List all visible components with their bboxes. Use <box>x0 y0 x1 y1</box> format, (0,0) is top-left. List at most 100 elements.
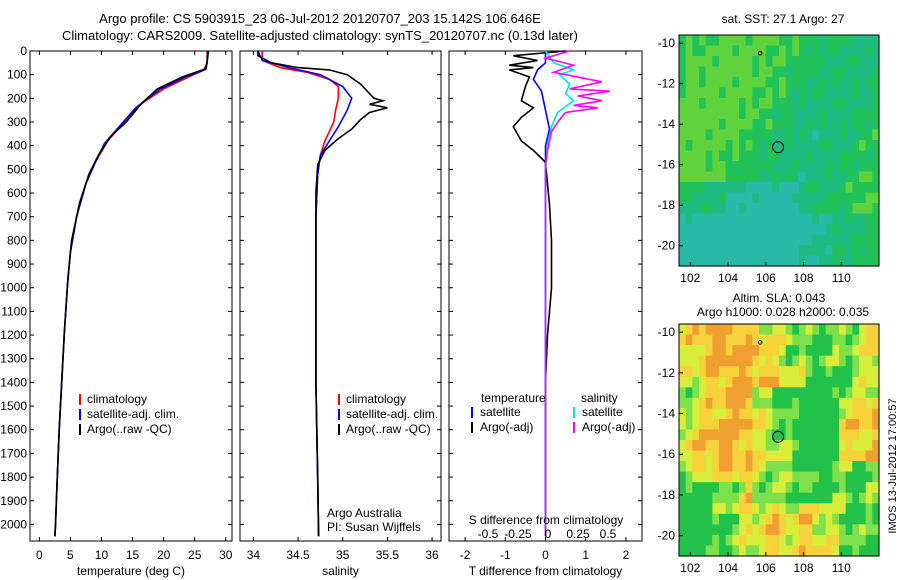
sst-map-cell <box>772 119 780 131</box>
sst-map-cell <box>719 234 727 246</box>
sst-map-cell <box>852 192 860 204</box>
sst-map-cell <box>845 234 853 246</box>
sla-map-cell <box>859 397 867 409</box>
sla-map-cell <box>819 376 827 388</box>
sst-map-cell <box>845 150 853 162</box>
sst-map-cell <box>799 255 807 267</box>
sst-map-cell <box>739 161 747 173</box>
sst-map-cell <box>712 234 720 246</box>
sla-map-cell <box>745 366 753 378</box>
sla-map-cell <box>725 418 733 431</box>
sla-map-cell <box>712 408 720 420</box>
sla-map-cell <box>692 492 700 504</box>
sst-map-xtick-label: 104 <box>718 271 738 285</box>
sla-map-cell <box>779 366 787 378</box>
sst-map-cell <box>839 224 847 236</box>
sst-map-cell <box>725 203 733 215</box>
sla-map-cell <box>692 408 700 420</box>
sla-map-cell <box>825 471 833 483</box>
diff-s-tick-label: 0.5 <box>600 527 617 541</box>
sst-map-cell <box>745 171 753 183</box>
sla-map-cell <box>765 376 773 388</box>
sla-map-cell <box>839 429 847 441</box>
sst-map-cell <box>705 45 713 57</box>
sst-map-cell <box>839 213 847 225</box>
temperature-xlabel: temperature (deg C) <box>77 564 185 578</box>
sla-map-cell <box>825 387 833 399</box>
sst-map-cell <box>779 77 787 89</box>
sst-map-cell <box>732 161 740 173</box>
sla-map-cell <box>685 471 693 483</box>
sla-map-cell <box>705 408 713 420</box>
sst-map-cell <box>799 56 807 68</box>
sla-map-cell <box>832 376 840 388</box>
sla-map-cell <box>765 461 773 473</box>
sst-map-cell <box>772 161 780 173</box>
salinity-xtick-label: 35.5 <box>376 548 400 562</box>
sla-map-cell <box>679 324 687 336</box>
sla-map-cell <box>792 545 800 557</box>
sst-map-cell <box>692 140 700 152</box>
sla-map-cell <box>745 450 753 462</box>
sst-map-cell <box>699 192 707 204</box>
sst-map-cell <box>719 245 727 257</box>
sst-map-cell <box>679 234 687 246</box>
sst-map-cell <box>779 87 787 99</box>
sst-map-cell <box>765 98 773 110</box>
sla-map-cell <box>799 387 807 399</box>
sla-map-frame <box>678 323 880 557</box>
sst-map-cell <box>772 129 780 141</box>
sla-map-cell <box>865 418 873 431</box>
sst-map-cell <box>699 66 707 78</box>
sst-map-cell <box>865 203 873 215</box>
sla-map-cell <box>759 355 767 367</box>
sla-map-cell <box>832 397 840 409</box>
sst-map-cell <box>839 119 847 131</box>
sla-map-cell <box>705 418 713 431</box>
sla-map-cell <box>845 418 853 431</box>
sst-map-cell <box>825 161 833 173</box>
difference-xlabel: T difference from climatology <box>469 564 623 578</box>
sst-map-cell <box>685 77 693 89</box>
sla-map-cell <box>845 366 853 378</box>
sst-map-cell <box>812 66 820 78</box>
temperature-ytick-label: 600 <box>7 186 27 200</box>
sla-map-cell <box>872 534 880 547</box>
sst-map-cell <box>745 255 753 267</box>
sst-map-cell <box>765 245 773 257</box>
sla-map-cell <box>752 482 760 494</box>
sla-map-cell <box>739 440 747 452</box>
sst-map-cell <box>819 182 827 194</box>
sst-map-cell <box>772 192 780 204</box>
sla-map-prev-marker <box>757 340 763 345</box>
sst-map-cell <box>792 171 800 183</box>
sst-map-cell <box>865 35 873 47</box>
sst-map-ytick-label: -10 <box>658 36 676 50</box>
sla-map-cell <box>692 345 700 357</box>
sla-map-cell <box>779 524 787 536</box>
sst-map-cell <box>725 108 733 120</box>
sla-map-cell <box>852 471 860 483</box>
sst-map-cell <box>732 98 740 110</box>
sla-map-cell <box>792 482 800 494</box>
sla-map-cell <box>759 503 767 515</box>
sst-map-cell <box>725 150 733 162</box>
sla-map-cell <box>785 418 793 431</box>
sla-map-cell <box>819 440 827 452</box>
sla-map-cell <box>685 461 693 473</box>
sst-map-cell <box>765 171 773 183</box>
sla-map-cell <box>865 471 873 483</box>
sla-map-cell <box>739 482 747 494</box>
sla-map-cell <box>759 471 767 483</box>
sst-map-cell <box>865 192 873 204</box>
sst-map-cell <box>725 98 733 110</box>
sla-map-cell <box>699 397 707 409</box>
sla-map-cell <box>772 408 780 420</box>
sla-map-cell <box>679 355 687 367</box>
difference-series-t-argo <box>509 50 566 537</box>
sst-map-cell <box>852 150 860 162</box>
sst-map-cell <box>692 203 700 215</box>
sla-map-cell <box>825 429 833 441</box>
sst-map-cell <box>705 77 713 89</box>
sst-map-cell <box>852 119 860 131</box>
